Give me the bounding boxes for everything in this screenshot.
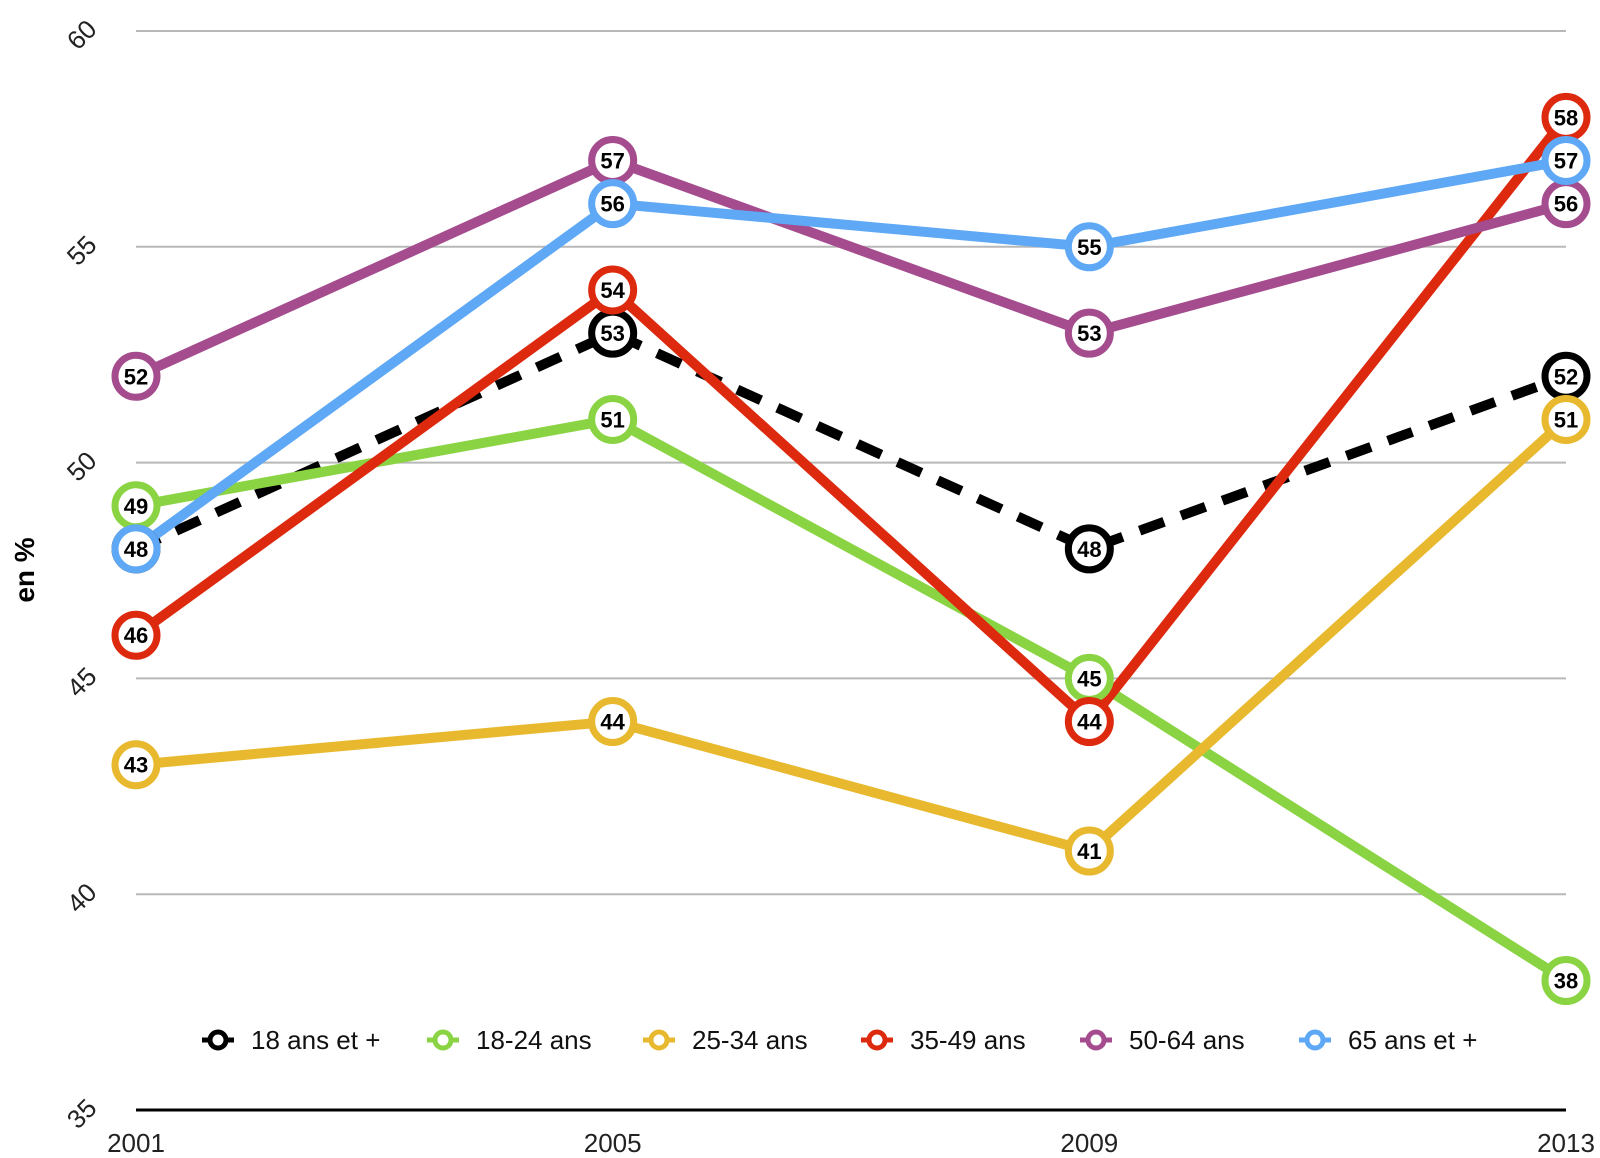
- legend-label: 65 ans et +: [1348, 1025, 1477, 1055]
- data-label: 41: [1077, 839, 1101, 864]
- legend-swatch-marker: [1085, 1029, 1107, 1051]
- y-axis-label: en %: [9, 537, 40, 602]
- data-point: [111, 740, 161, 790]
- data-label: 51: [600, 407, 624, 432]
- y-tick-label: 55: [61, 230, 103, 272]
- data-label: 54: [600, 278, 625, 303]
- legend-swatch-marker: [1304, 1029, 1326, 1051]
- legend-label: 35-49 ans: [910, 1025, 1026, 1055]
- x-tick-label: 2013: [1537, 1128, 1595, 1158]
- y-tick-label: 35: [61, 1093, 103, 1135]
- data-label: 45: [1077, 666, 1101, 691]
- x-tick-label: 2001: [107, 1128, 165, 1158]
- legend-swatch-marker: [866, 1029, 888, 1051]
- data-label: 53: [600, 321, 624, 346]
- legend-swatch-marker: [648, 1029, 670, 1051]
- legend-label: 25-34 ans: [692, 1025, 808, 1055]
- data-point: [111, 351, 161, 401]
- data-label: 57: [600, 148, 624, 173]
- x-tick-label: 2009: [1060, 1128, 1118, 1158]
- legend-label: 18-24 ans: [476, 1025, 592, 1055]
- data-label: 48: [1077, 537, 1101, 562]
- y-tick-label: 45: [61, 661, 103, 703]
- data-label: 55: [1077, 235, 1101, 260]
- data-point: [111, 610, 161, 660]
- series-line: [133, 155, 1567, 553]
- data-point: [1541, 956, 1591, 1006]
- series-line: [133, 328, 1568, 554]
- legend-label: 50-64 ans: [1129, 1025, 1245, 1055]
- data-label: 44: [1077, 710, 1102, 735]
- data-label: 53: [1077, 321, 1101, 346]
- data-label: 56: [1554, 192, 1578, 217]
- y-tick-label: 50: [61, 445, 103, 487]
- data-point: [1541, 394, 1591, 444]
- series-group: 48 53 48 52 49 51 45 38 43 44 41 51 46 54 44 58 52 57 53 56…: [111, 92, 1591, 1006]
- data-point: [1064, 308, 1114, 358]
- data-label: 38: [1554, 969, 1578, 994]
- x-axis-ticks: 2001 2005 2009 2013: [107, 1128, 1595, 1158]
- data-label: 52: [1554, 364, 1578, 389]
- data-point: [1541, 135, 1591, 185]
- legend: 18 ans et + 18-24 ans 25-34 ans 35-49 ans 50…: [202, 1025, 1477, 1055]
- data-label: 51: [1554, 407, 1578, 432]
- y-tick-label: 40: [61, 877, 103, 919]
- data-point: [588, 697, 638, 747]
- data-label: 57: [1554, 148, 1578, 173]
- data-label: 48: [124, 537, 148, 562]
- data-label: 49: [124, 494, 148, 519]
- data-point: [588, 394, 638, 444]
- series-line: [135, 415, 1570, 857]
- data-label: 58: [1554, 105, 1578, 130]
- x-tick-label: 2005: [584, 1128, 642, 1158]
- data-point: [1064, 524, 1114, 574]
- data-label: 46: [124, 623, 148, 648]
- grid-lines: [136, 30, 1566, 1112]
- series-line: [133, 155, 1568, 381]
- data-point: [1064, 826, 1114, 876]
- data-label: 44: [600, 710, 625, 735]
- series-line: [133, 114, 1570, 727]
- data-point: [111, 524, 161, 574]
- data-point: [1064, 697, 1114, 747]
- y-tick-label: 60: [61, 14, 103, 56]
- data-point: [588, 179, 638, 229]
- legend-label: 18 ans et +: [251, 1025, 380, 1055]
- data-label: 52: [124, 364, 148, 389]
- legend-swatch-marker: [207, 1029, 229, 1051]
- data-point: [1064, 222, 1114, 272]
- legend-swatch-marker: [432, 1029, 454, 1051]
- data-point: [588, 265, 638, 315]
- y-axis-ticks: 35 40 45 50 55 60: [61, 14, 103, 1135]
- data-label: 56: [600, 192, 624, 217]
- data-label: 43: [124, 753, 148, 778]
